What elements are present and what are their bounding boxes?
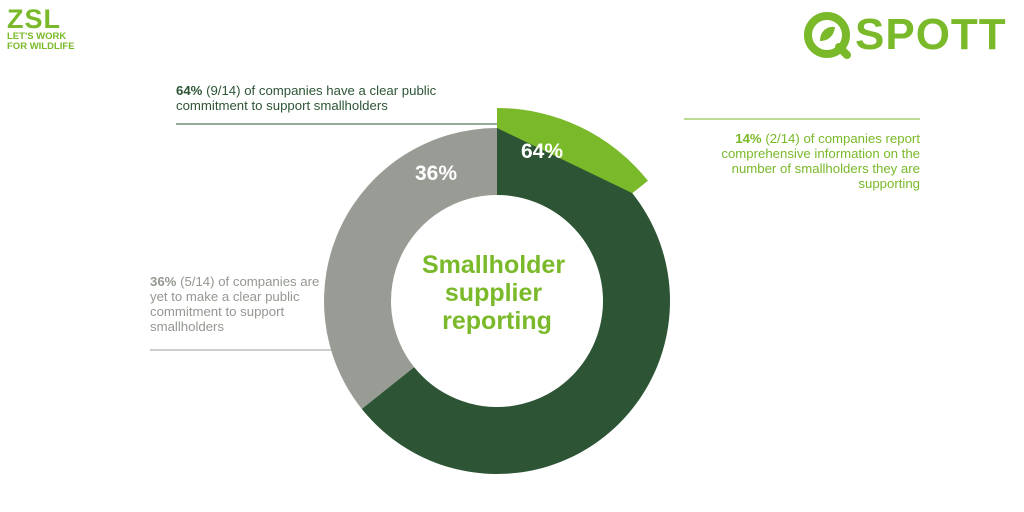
leaf-q-icon — [804, 12, 851, 59]
slice-committed — [361, 128, 670, 474]
center-title-line3: reporting — [442, 307, 552, 335]
annotation-committed-text: (9/14) of companies have a clear public … — [176, 83, 437, 113]
center-title-line1: Smallholder — [422, 251, 565, 279]
center-title-line2: supplier — [445, 279, 543, 307]
slice-label-not-committed: 36% — [415, 162, 457, 185]
slice-comprehensive-wedge — [497, 108, 648, 194]
annotation-comprehensive-text: (2/14) of companies report comprehensive… — [721, 131, 920, 191]
slice-label-committed: 64% — [521, 140, 563, 163]
annotation-comprehensive-pct: 14% — [735, 131, 762, 146]
annotation-not-committed-text: (5/14) of companies are yet to make a cl… — [150, 274, 320, 334]
annotation-not-committed: 36% (5/14) of companies are yet to make … — [150, 274, 320, 334]
zsl-logo: ZSL LET'S WORK FOR WILDLIFE — [7, 6, 75, 52]
zsl-tagline-line2: FOR WILDLIFE — [7, 41, 75, 52]
zsl-wordmark: ZSL — [7, 4, 61, 34]
slice-label-comprehensive: 14% — [547, 81, 589, 104]
annotation-committed: 64% (9/14) of companies have a clear pub… — [176, 83, 476, 113]
spott-wordmark: SPOTT — [855, 10, 1007, 59]
zsl-tagline-line1: LET'S WORK — [7, 31, 67, 42]
annotation-not-committed-pct: 36% — [150, 274, 177, 289]
annotation-comprehensive: 14% (2/14) of companies report comprehen… — [720, 131, 920, 191]
slice-not-committed — [323, 128, 497, 409]
annotation-committed-pct: 64% — [176, 83, 203, 98]
center-title: Smallholder supplier reporting — [422, 251, 572, 335]
spott-logo: SPOTT — [803, 10, 1007, 60]
